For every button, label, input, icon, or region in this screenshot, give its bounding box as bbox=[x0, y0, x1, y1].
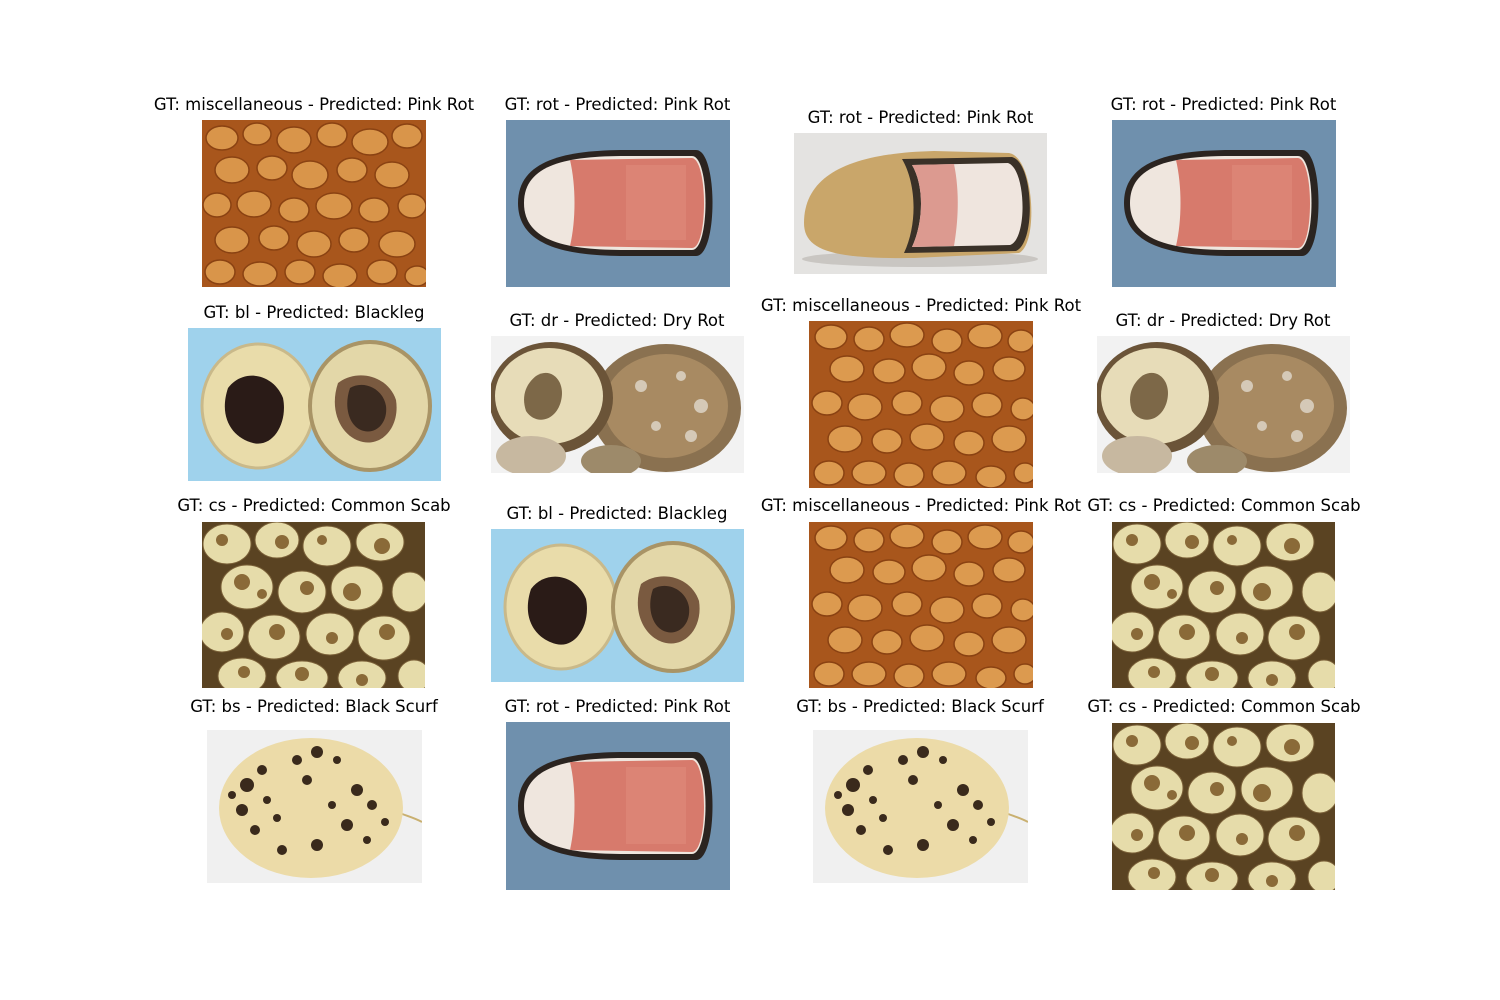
grid-caption: GT: rot - Predicted: Pink Rot bbox=[1110, 95, 1337, 114]
grid-caption: GT: cs - Predicted: Common Scab bbox=[177, 496, 451, 515]
common-scab-pile-image bbox=[202, 522, 425, 688]
grid-caption: GT: bs - Predicted: Black Scurf bbox=[190, 697, 438, 716]
grid-caption: GT: cs - Predicted: Common Scab bbox=[1087, 496, 1361, 515]
grid-caption: GT: dr - Predicted: Dry Rot bbox=[1115, 311, 1331, 330]
grid-caption: GT: rot - Predicted: Pink Rot bbox=[504, 697, 731, 716]
blackleg-halves-image bbox=[188, 328, 441, 481]
pink-rot-cut-potato-image bbox=[506, 722, 730, 890]
common-scab-pile-image bbox=[1112, 522, 1335, 688]
grid-caption: GT: rot - Predicted: Pink Rot bbox=[807, 108, 1034, 127]
grid-caption: GT: bs - Predicted: Black Scurf bbox=[796, 697, 1044, 716]
pink-rot-cut-potato-white-image bbox=[794, 133, 1047, 274]
small-potatoes-pile-image bbox=[202, 120, 426, 287]
blackleg-halves-image bbox=[491, 529, 744, 682]
grid-caption: GT: rot - Predicted: Pink Rot bbox=[504, 95, 731, 114]
black-scurf-potato-image bbox=[813, 730, 1028, 883]
pink-rot-cut-potato-image bbox=[506, 120, 730, 287]
black-scurf-potato-image bbox=[207, 730, 422, 883]
dry-rot-potato-image bbox=[1097, 336, 1350, 473]
small-potatoes-pile-image bbox=[809, 321, 1033, 488]
grid-caption: GT: miscellaneous - Predicted: Pink Rot bbox=[760, 296, 1082, 315]
grid-caption: GT: cs - Predicted: Common Scab bbox=[1087, 697, 1361, 716]
grid-caption: GT: miscellaneous - Predicted: Pink Rot bbox=[760, 496, 1082, 515]
grid-caption: GT: bl - Predicted: Blackleg bbox=[203, 303, 425, 322]
small-potatoes-pile-image bbox=[809, 522, 1033, 688]
grid-caption: GT: bl - Predicted: Blackleg bbox=[506, 504, 728, 523]
grid-caption: GT: dr - Predicted: Dry Rot bbox=[509, 311, 725, 330]
pink-rot-cut-potato-image bbox=[1112, 120, 1336, 287]
common-scab-pile-image bbox=[1112, 723, 1335, 890]
dry-rot-potato-image bbox=[491, 336, 744, 473]
grid-caption: GT: miscellaneous - Predicted: Pink Rot bbox=[153, 95, 475, 114]
